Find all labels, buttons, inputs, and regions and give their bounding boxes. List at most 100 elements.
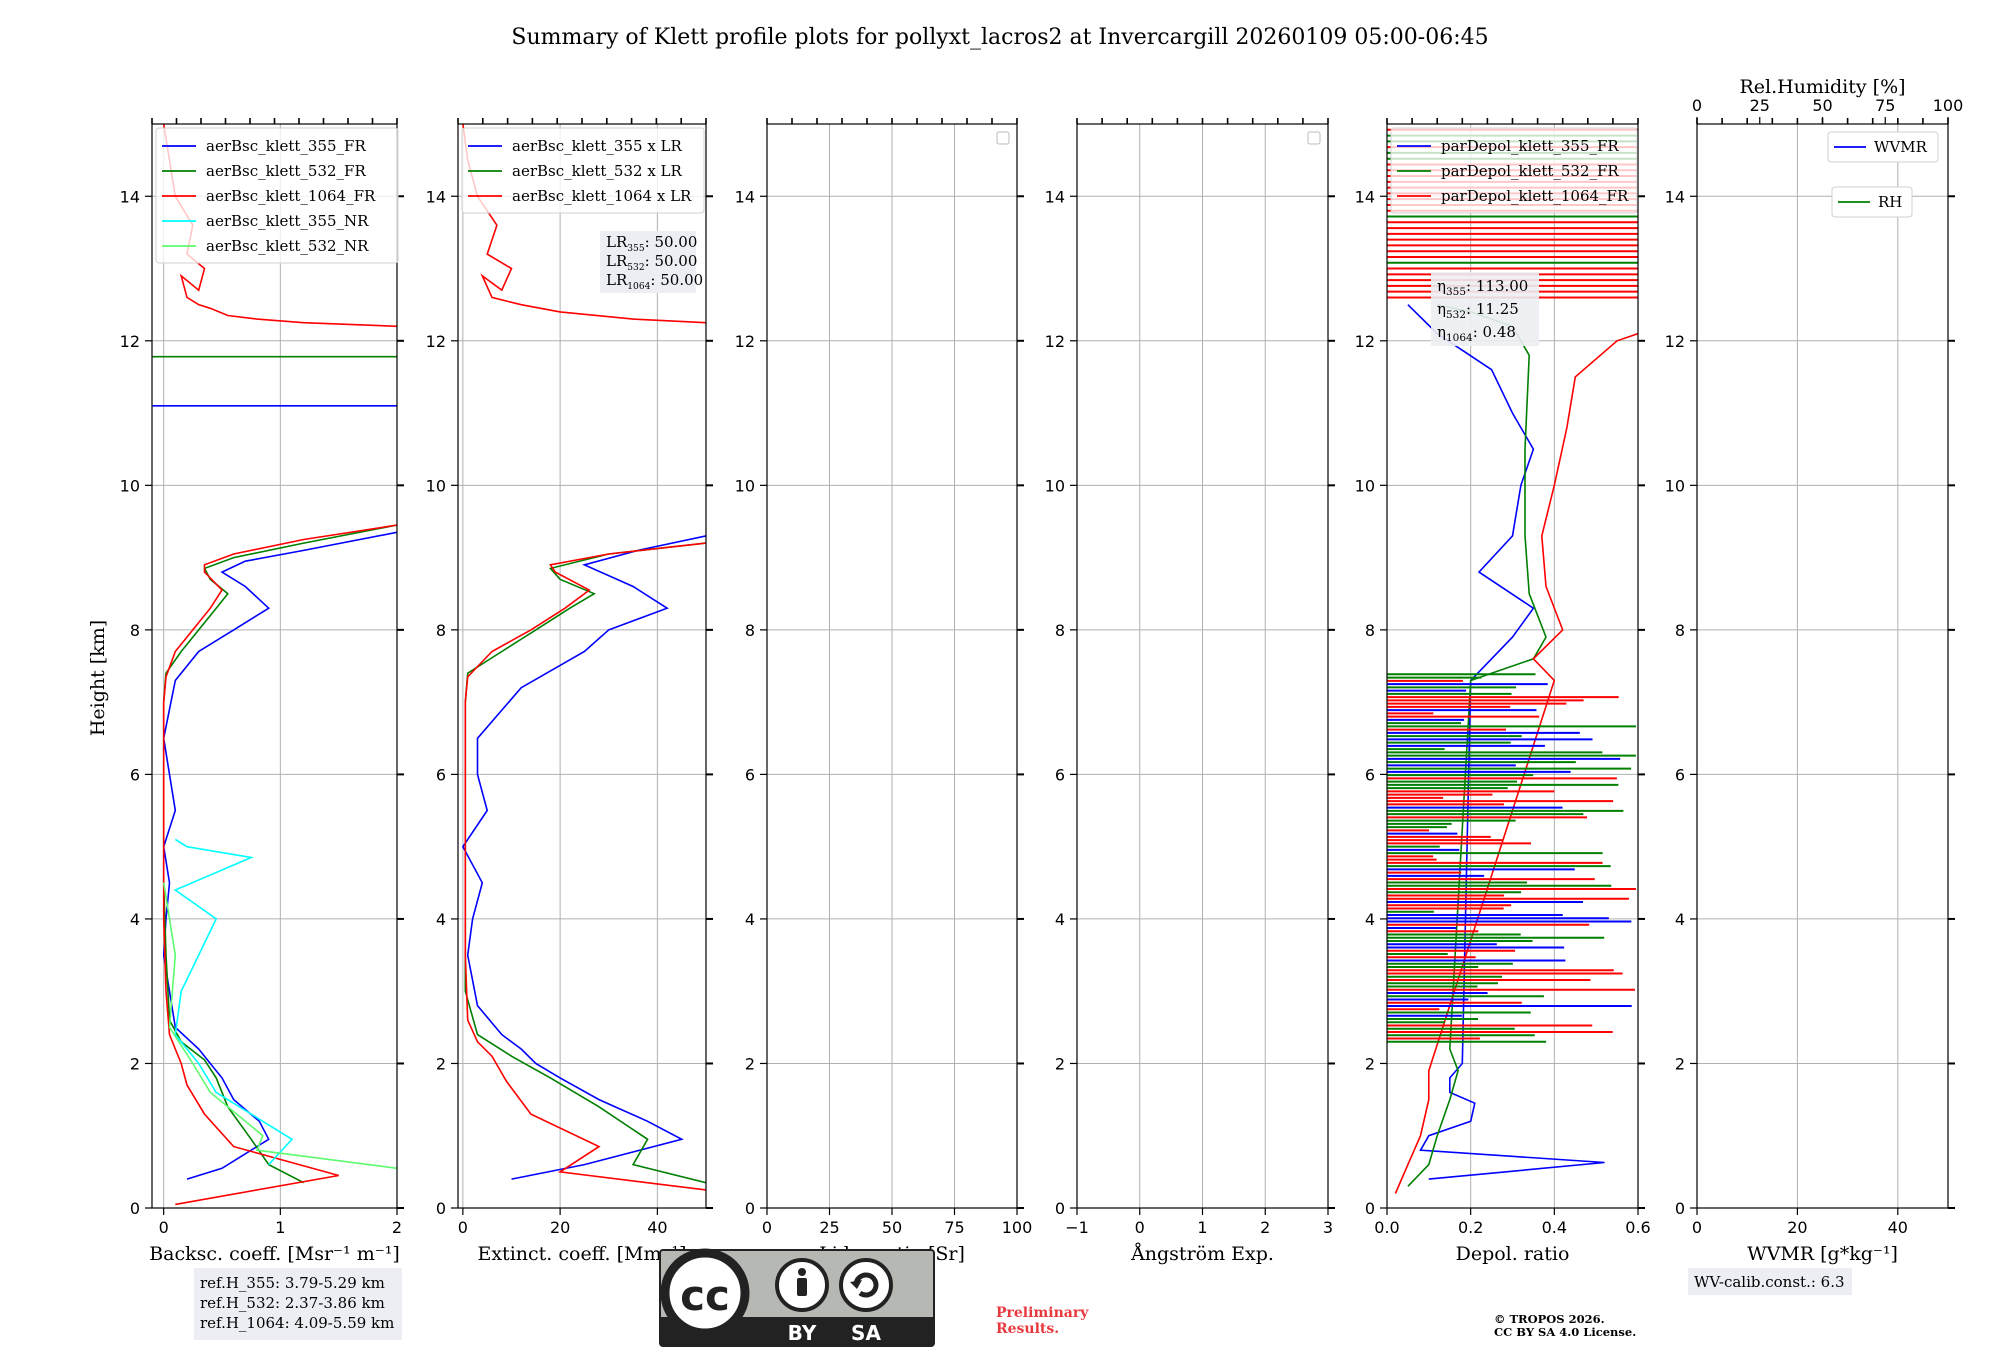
legend-box (1390, 127, 1638, 214)
y-tick-label: 2 (1675, 1054, 1685, 1073)
series-line-1 (464, 542, 706, 1184)
series-line-0 (1407, 304, 1605, 1180)
x-tick-label: 0 (159, 1218, 169, 1237)
legend-label: aerBsc_klett_355_FR (206, 137, 366, 155)
x-tick-label: 20 (550, 1218, 570, 1237)
ref-height-532: ref.H_532: 2.37-3.86 km (200, 1294, 385, 1312)
y-tick-label: 0 (745, 1199, 755, 1218)
y-tick-label: 14 (1355, 187, 1375, 206)
x-axis-label: Extinct. coeff. [Mm⁻¹] (477, 1243, 686, 1265)
axes-frame (151, 123, 398, 1209)
legend-wvmr: WVMR (1827, 131, 1939, 163)
y-tick-label: 2 (1055, 1054, 1065, 1073)
legend-label: aerBsc_klett_532 x LR (512, 162, 683, 180)
x-tick-label: 0 (458, 1218, 468, 1237)
y-tick-label: 10 (1665, 476, 1685, 495)
legend-box (1831, 186, 1913, 218)
sa-share-icon (839, 1258, 893, 1312)
y-tick-label: 2 (745, 1054, 755, 1073)
x-axis-label: Ångström Exp. (1130, 1243, 1274, 1265)
y-tick-label: 8 (436, 621, 446, 640)
x-tick-label: 20 (1787, 1218, 1807, 1237)
y-tick-label: 12 (120, 332, 140, 351)
cc-license-badge: cc BY SA (659, 1248, 935, 1347)
cc-circle-icon (660, 1248, 750, 1338)
y-tick-label: 4 (1365, 910, 1375, 929)
x-tick-label: 0 (1692, 1218, 1702, 1237)
y-tick-label: 12 (735, 332, 755, 351)
panel-wvmr: 0 2 4 6 8 10 12 14 0 20 40 WVMR [g*kg⁻¹] 0 25 50 75 100 R… (1665, 76, 1964, 1265)
legend: aerBsc_klett_355 x LR aerBsc_klett_532 x … (461, 127, 705, 214)
y-tick-label: 0 (1365, 1199, 1375, 1218)
x-tick-label: 3 (1323, 1218, 1333, 1237)
lr-label: LR532: 50.00 (606, 252, 697, 273)
x-tick-label: 0.2 (1458, 1218, 1483, 1237)
ref-height-355: ref.H_355: 3.79-5.29 km (200, 1274, 385, 1292)
data-layer (152, 124, 397, 1206)
y-tick-label: 14 (426, 187, 446, 206)
y-tick-label: 12 (426, 332, 446, 351)
x-tick-label: 1 (275, 1218, 285, 1237)
series-line-0 (162, 531, 397, 1180)
series-line-4 (162, 882, 397, 1170)
y-tick-label: 10 (1045, 476, 1065, 495)
legend-label: RH (1878, 193, 1902, 211)
legend-box (461, 127, 705, 214)
top-tick-label: 100 (1933, 96, 1964, 115)
series-line-2 (162, 524, 397, 1206)
empty-legend (1307, 131, 1321, 145)
y-tick-label: 4 (745, 910, 755, 929)
y-tick-label: 10 (426, 476, 446, 495)
x-tick-label: 0 (1135, 1218, 1145, 1237)
y-tick-label: 6 (1365, 765, 1375, 784)
y-tick-label: 6 (745, 765, 755, 784)
legend: aerBsc_klett_355_FR aerBsc_klett_532_FRae… (155, 127, 399, 264)
y-tick-label: 0 (1055, 1199, 1065, 1218)
legend-label: aerBsc_klett_1064_FR (206, 187, 376, 205)
ref-height-1064: ref.H_1064: 4.09-5.59 km (200, 1314, 394, 1332)
eta-label: η1064: 0.48 (1437, 323, 1516, 344)
y-tick-label: 4 (1055, 910, 1065, 929)
x-tick-label: 0.6 (1625, 1218, 1650, 1237)
wv-calib-box (1688, 1268, 1852, 1295)
eta-label: η355: 113.00 (1437, 277, 1528, 298)
legend-rh: RH (1831, 186, 1913, 218)
legend-label: aerBsc_klett_355_NR (206, 212, 369, 230)
x-tick-label: 40 (1888, 1218, 1908, 1237)
x-tick-label: 40 (647, 1218, 667, 1237)
y-tick-label: 0 (130, 1199, 140, 1218)
copyright-line1: © TROPOS 2026. (1494, 1312, 1605, 1326)
legend-label: aerBsc_klett_1064 x LR (512, 187, 692, 205)
lr-label: LR1064: 50.00 (606, 271, 703, 292)
x-tick-label: 25 (819, 1218, 839, 1237)
legend-label: parDepol_klett_532_FR (1441, 162, 1619, 180)
empty-legend (996, 131, 1010, 145)
y-tick-label: 10 (1355, 476, 1375, 495)
x-axis-label: Backsc. coeff. [Msr⁻¹ m⁻¹] (149, 1243, 400, 1265)
series-line-3 (173, 838, 294, 1166)
y-tick-label: 4 (1675, 910, 1685, 929)
copyright-line2: CC BY SA 4.0 License. (1494, 1325, 1636, 1339)
y-tick-label: 14 (1045, 187, 1065, 206)
series-line-0 (461, 535, 706, 1180)
top-tick-label: 0 (1692, 96, 1702, 115)
y-tick-label: 14 (120, 187, 140, 206)
legend-label: aerBsc_klett_532_NR (206, 237, 369, 255)
ref-height-box (194, 1268, 402, 1340)
cc-logo-text: cc (680, 1271, 730, 1320)
x-tick-label: 2 (392, 1218, 402, 1237)
legend: parDepol_klett_355_FR parDepol_klett_532_… (1390, 127, 1638, 214)
x-tick-label: 0.4 (1542, 1218, 1567, 1237)
sa-label: SA (851, 1321, 881, 1345)
y-tick-label: 6 (1675, 765, 1685, 784)
figure-title: Summary of Klett profile plots for polly… (511, 25, 1488, 50)
top-tick-label: 25 (1750, 96, 1770, 115)
y-tick-label: 6 (1055, 765, 1065, 784)
y-tick-label: 2 (1365, 1054, 1375, 1073)
legend-label: aerBsc_klett_532_FR (206, 162, 366, 180)
panel-depol: 0 2 4 6 8 10 12 14 0.0 0.2 0.4 0.6 Depol. ratio parDe… (1355, 118, 1651, 1265)
eta-label: η532: 11.25 (1437, 300, 1519, 321)
legend-box (1827, 131, 1939, 163)
